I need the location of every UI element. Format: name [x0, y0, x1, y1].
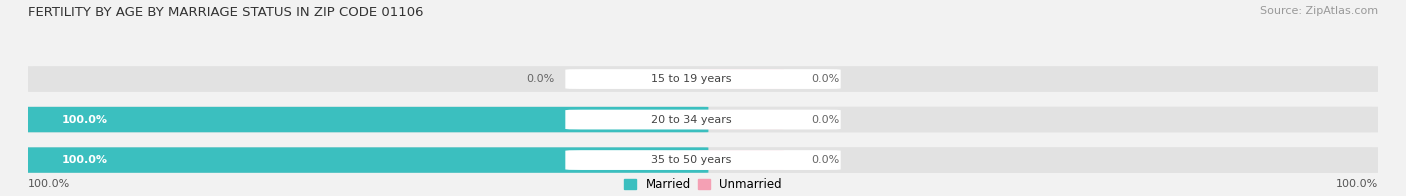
- Text: 100.0%: 100.0%: [62, 155, 108, 165]
- FancyBboxPatch shape: [24, 147, 1382, 173]
- FancyBboxPatch shape: [699, 110, 785, 129]
- Text: 0.0%: 0.0%: [811, 114, 839, 125]
- FancyBboxPatch shape: [22, 147, 709, 173]
- Text: 100.0%: 100.0%: [28, 179, 70, 189]
- Text: Source: ZipAtlas.com: Source: ZipAtlas.com: [1260, 6, 1378, 16]
- Text: 0.0%: 0.0%: [526, 74, 554, 84]
- Text: 35 to 50 years: 35 to 50 years: [651, 155, 731, 165]
- Text: 100.0%: 100.0%: [1336, 179, 1378, 189]
- Text: 100.0%: 100.0%: [62, 114, 108, 125]
- Text: 0.0%: 0.0%: [811, 155, 839, 165]
- Text: 0.0%: 0.0%: [811, 74, 839, 84]
- FancyBboxPatch shape: [24, 66, 1382, 92]
- Text: 15 to 19 years: 15 to 19 years: [651, 74, 731, 84]
- Text: 20 to 34 years: 20 to 34 years: [651, 114, 731, 125]
- Legend: Married, Unmarried: Married, Unmarried: [620, 173, 786, 195]
- FancyBboxPatch shape: [565, 69, 841, 89]
- FancyBboxPatch shape: [22, 107, 709, 132]
- FancyBboxPatch shape: [565, 150, 841, 170]
- FancyBboxPatch shape: [565, 110, 841, 130]
- FancyBboxPatch shape: [24, 107, 1382, 132]
- Text: FERTILITY BY AGE BY MARRIAGE STATUS IN ZIP CODE 01106: FERTILITY BY AGE BY MARRIAGE STATUS IN Z…: [28, 6, 423, 19]
- FancyBboxPatch shape: [699, 69, 785, 89]
- FancyBboxPatch shape: [699, 151, 785, 170]
